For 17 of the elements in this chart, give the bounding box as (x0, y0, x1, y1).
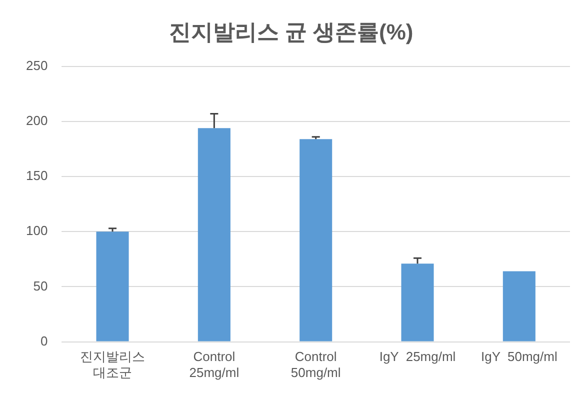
x-tick-label: IgY 25mg/ml (379, 349, 456, 364)
x-tick-label: 진지발리스 대조군 (80, 349, 146, 380)
x-tick-label: IgY 50mg/ml (480, 349, 558, 364)
bar (401, 264, 434, 342)
y-tick-label: 150 (26, 168, 48, 184)
chart-title: 진지발리스 균 생존률(%) (168, 19, 414, 44)
x-tick-label: Control 25mg/ml (189, 349, 240, 380)
x-tick-label: Control 50mg/ml (290, 349, 341, 380)
y-tick-label: 100 (26, 223, 48, 238)
bar (96, 232, 129, 342)
bar (198, 128, 230, 342)
y-tick-label: 250 (26, 58, 48, 73)
y-tick-label: 0 (40, 333, 48, 348)
y-tick-label: 200 (26, 113, 48, 128)
bar (502, 271, 536, 342)
bar (300, 139, 332, 342)
y-tick-label: 50 (33, 278, 48, 294)
